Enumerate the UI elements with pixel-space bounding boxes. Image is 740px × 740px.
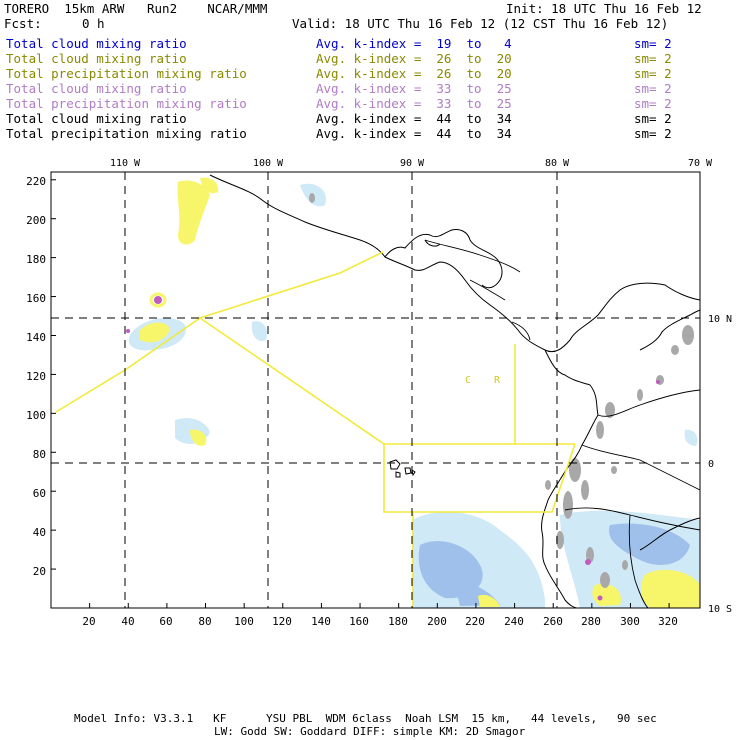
- lat-labels: 10 N 0 10 S: [708, 314, 732, 615]
- init-time: Init: 18 UTC Thu 16 Feb 12: [506, 1, 702, 16]
- x-tick-label: 100: [234, 615, 254, 628]
- legend-kindex: Avg. k-index = 33 to 25: [316, 81, 512, 96]
- gray-patches: [309, 193, 694, 588]
- legend-kindex: Avg. k-index = 26 to 20: [316, 66, 512, 81]
- model-info: Model Info: V3.3.1 KF YSU PBL WDM 6class…: [74, 712, 657, 725]
- x-tick-label: 280: [581, 615, 601, 628]
- y-tick-labels: 20 40 60 80 100 120 140 160 180 200 220: [26, 175, 46, 578]
- legend-kindex: Avg. k-index = 44 to 34: [316, 126, 512, 141]
- y-tick-label: 100: [26, 409, 46, 422]
- physics-info: LW: Godd SW: Goddard DIFF: simple KM: 2D…: [214, 725, 526, 738]
- y-tick-label: 140: [26, 331, 46, 344]
- y-tick-label: 80: [33, 448, 46, 461]
- domain-boundaries: [55, 251, 576, 608]
- y-tick-label: 200: [26, 214, 46, 227]
- latlon-grid: [51, 172, 700, 608]
- legend-sm: sm= 2: [634, 36, 672, 51]
- plot-frame: [50, 171, 701, 609]
- y-tick-label: 160: [26, 292, 46, 305]
- y-tick-label: 180: [26, 253, 46, 266]
- x-tick-label: 220: [465, 615, 485, 628]
- forecast-label: Fcst:: [4, 16, 42, 31]
- x-tick-label: 300: [620, 615, 640, 628]
- legend-kindex: Avg. k-index = 33 to 25: [316, 96, 512, 111]
- country-borders: [424, 239, 701, 609]
- legend-sm: sm= 2: [634, 96, 672, 111]
- model-title: TORERO 15km ARW Run2 NCAR/MMM: [4, 1, 268, 16]
- y-tick-label: 120: [26, 370, 46, 383]
- x-tick-label: 60: [159, 615, 172, 628]
- lat-label: 10 N: [708, 314, 732, 325]
- legend-kindex: Avg. k-index = 19 to 4: [316, 36, 512, 51]
- x-tick-label: 260: [543, 615, 563, 628]
- y-tick-label: 220: [26, 175, 46, 188]
- x-tick-label: 320: [658, 615, 678, 628]
- lon-label: 100 W: [253, 158, 284, 169]
- x-tick-label: 80: [198, 615, 211, 628]
- x-tick-label: 180: [388, 615, 408, 628]
- lat-label: 10 S: [708, 604, 732, 615]
- legend-field: Total precipitation mixing ratio: [6, 66, 247, 81]
- cloud-fields: [128, 177, 700, 608]
- legend-sm: sm= 2: [634, 126, 672, 141]
- axis-ticks: [51, 179, 670, 608]
- y-tick-label: 20: [33, 565, 46, 578]
- x-tick-labels: 20 40 60 80 100 120 140 160 180 200 220 …: [82, 615, 678, 628]
- legend-field: Total cloud mixing ratio: [6, 111, 187, 126]
- lon-label: 110 W: [110, 158, 141, 169]
- lon-label: 90 W: [400, 158, 425, 169]
- coastlines: [209, 174, 701, 609]
- lon-label: 80 W: [545, 158, 570, 169]
- lon-label: 70 W: [688, 158, 713, 169]
- x-tick-label: 200: [427, 615, 447, 628]
- legend-sm: sm= 2: [634, 81, 672, 96]
- x-tick-label: 160: [349, 615, 369, 628]
- legend-kindex: Avg. k-index = 44 to 34: [316, 111, 512, 126]
- legend-sm: sm= 2: [634, 66, 672, 81]
- y-tick-label: 60: [33, 487, 46, 500]
- map-label: R: [494, 375, 501, 386]
- x-tick-label: 240: [504, 615, 524, 628]
- x-tick-label: 40: [121, 615, 134, 628]
- map-label: C: [465, 375, 471, 386]
- legend-kindex: Avg. k-index = 26 to 20: [316, 51, 512, 66]
- legend-field: Total cloud mixing ratio: [6, 51, 187, 66]
- legend-field: Total cloud mixing ratio: [6, 81, 187, 96]
- legend-field: Total precipitation mixing ratio: [6, 126, 247, 141]
- legend-sm: sm= 2: [634, 51, 672, 66]
- magenta-spots: [126, 329, 660, 601]
- legend-field: Total precipitation mixing ratio: [6, 96, 247, 111]
- y-tick-label: 40: [33, 526, 46, 539]
- lon-labels: 110 W 100 W 90 W 80 W 70 W: [110, 158, 713, 169]
- forecast-hour: 0 h: [82, 16, 105, 31]
- legend-sm: sm= 2: [634, 111, 672, 126]
- x-tick-label: 140: [311, 615, 331, 628]
- x-tick-label: 20: [82, 615, 95, 628]
- legend-field: Total cloud mixing ratio: [6, 36, 187, 51]
- lat-label: 0: [708, 459, 714, 470]
- valid-time: Valid: 18 UTC Thu 16 Feb 12 (12 CST Thu …: [292, 16, 669, 31]
- x-tick-label: 120: [272, 615, 292, 628]
